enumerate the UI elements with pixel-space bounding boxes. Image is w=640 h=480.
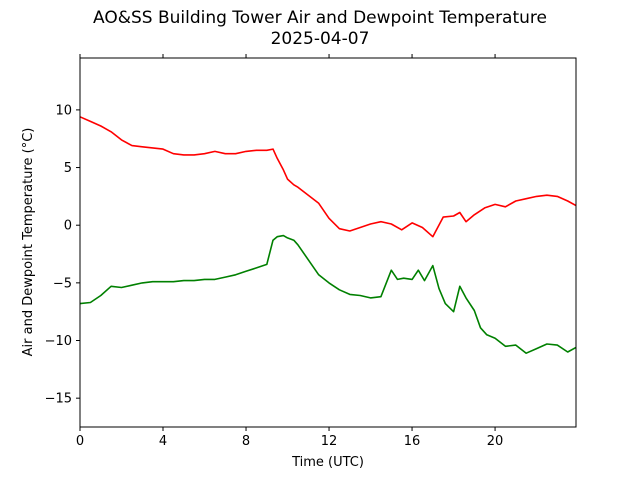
plot-frame (79, 57, 577, 428)
chart-title: AO&SS Building Tower Air and Dewpoint Te… (92, 8, 547, 28)
x-tick-label: 8 (242, 434, 250, 449)
chart-subtitle: 2025-04-07 (270, 29, 370, 49)
y-tick-label: −15 (45, 392, 72, 407)
tick-layer: 0 4 8 12 16 20 −15 −10 −5 0 5 10 (45, 54, 504, 449)
y-axis-label: Air and Dewpoint Temperature (°C) (21, 128, 36, 357)
x-tick-label: 0 (76, 434, 84, 449)
x-tick-label: 20 (487, 434, 504, 449)
y-tick-label: −5 (53, 276, 72, 291)
x-tick-label: 12 (321, 434, 338, 449)
y-tick-label: 10 (55, 103, 72, 118)
series-line-0 (79, 116, 577, 238)
y-tick-label: 0 (64, 219, 72, 234)
series-layer (79, 116, 577, 355)
y-tick-label: 5 (64, 161, 72, 176)
x-axis-label: Time (UTC) (291, 455, 364, 470)
y-tick-label: −10 (45, 334, 72, 349)
x-tick-label: 4 (159, 434, 167, 449)
x-tick-label: 16 (404, 434, 421, 449)
series-line-1 (79, 234, 577, 355)
